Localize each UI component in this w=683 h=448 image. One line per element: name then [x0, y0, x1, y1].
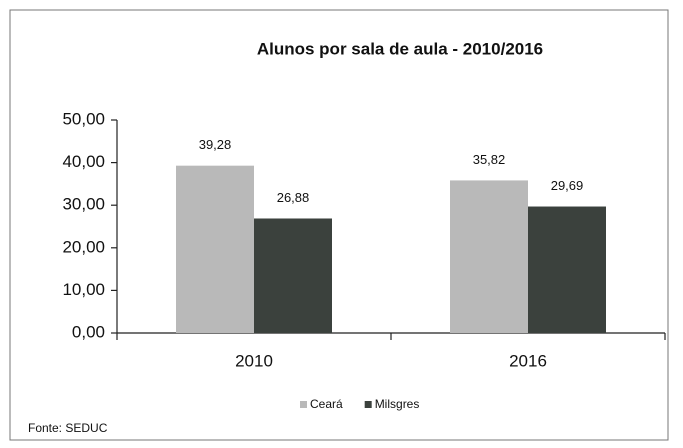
- data-label: 39,28: [199, 137, 232, 152]
- bar: [254, 218, 332, 333]
- data-label: 26,88: [277, 190, 310, 205]
- bar: [176, 165, 254, 333]
- y-tick-label: 10,00: [62, 280, 105, 299]
- bar: [528, 206, 606, 333]
- y-tick-label: 50,00: [62, 109, 105, 128]
- y-tick-label: 30,00: [62, 195, 105, 214]
- x-tick-label: 2016: [509, 351, 547, 370]
- chart-title: Alunos por sala de aula - 2010/2016: [257, 39, 543, 58]
- x-tick-label: 2010: [235, 351, 273, 370]
- legend-label: Ceará: [310, 397, 343, 411]
- y-tick-label: 0,00: [72, 322, 105, 341]
- data-label: 35,82: [473, 152, 506, 167]
- data-label: 29,69: [551, 178, 584, 193]
- bar: [450, 180, 528, 333]
- y-tick-label: 20,00: [62, 237, 105, 256]
- legend-swatch: [300, 401, 307, 408]
- y-tick-label: 40,00: [62, 152, 105, 171]
- legend-label: Milsgres: [375, 397, 420, 411]
- legend-swatch: [364, 401, 372, 408]
- source: Fonte: SEDUC: [28, 421, 108, 435]
